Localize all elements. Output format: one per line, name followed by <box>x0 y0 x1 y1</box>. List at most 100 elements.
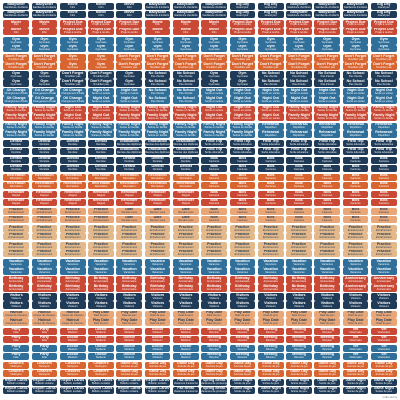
sticker-label: Babysitter <box>7 3 25 7</box>
sticker-sublabel: Gymnase <box>95 40 107 44</box>
sticker-label: Party <box>39 344 49 349</box>
sticker-sublabel: Gymnase <box>208 82 220 86</box>
sticker-sublabel: Factures <box>350 211 361 215</box>
sticker-sublabel: Grand jour <box>264 14 277 18</box>
sticker-label: Vacation <box>121 259 137 263</box>
sticker-label: Dentist <box>66 164 79 169</box>
sticker-sublabel: Anniversaire <box>8 279 24 283</box>
sticker: Anniversary Anniversaire <box>371 276 397 284</box>
sticker-sublabel: N'oubliez pas <box>8 57 24 61</box>
sticker: Play Date Date de jeux <box>173 310 199 318</box>
sticker-label: Visitors <box>66 301 80 305</box>
sticker-sublabel: Changement d'huile <box>61 99 85 103</box>
sticker: Gym Gymnase <box>201 71 227 79</box>
sticker-sublabel: Gymnase <box>123 48 135 52</box>
sticker: Play Date Date de jeux <box>314 318 341 326</box>
sticker-label: Visitors <box>264 301 278 305</box>
sticker-sublabel: Répétition <box>378 126 390 130</box>
sticker: Visitors Visiteurs <box>116 301 143 309</box>
sticker-sublabel: N'oubliez pas <box>36 65 53 69</box>
sticker-sublabel: Coupe de cheveux <box>61 321 84 325</box>
sticker-sublabel: Réunion <box>265 355 276 359</box>
sticker: Graduation Remise des diplômes <box>116 147 143 155</box>
sticker-sublabel: Vacances <box>10 270 22 274</box>
sticker: Birthday Anniversaire <box>286 276 312 284</box>
sticker: Vet Vétérinaire <box>342 327 369 336</box>
sticker-sublabel: Date de jeux <box>121 313 137 317</box>
sticker-sublabel: Bulletin scolaire <box>91 382 111 386</box>
sticker-label: Gym <box>125 79 134 83</box>
sticker-label: No School <box>346 71 365 75</box>
sticker: Visitors Visiteurs <box>59 301 86 309</box>
sticker-sublabel: Médecin <box>180 338 191 342</box>
sticker: Practice Entraînement <box>314 225 341 233</box>
sticker-label: Birthday <box>93 276 109 280</box>
sticker: Practice Entraînement <box>257 232 284 241</box>
sticker-sublabel: Récréation <box>9 177 23 181</box>
sticker-label: Bills <box>266 156 275 161</box>
sticker: Practice Entraînement <box>3 232 29 241</box>
sticker-label: Family Night <box>33 130 56 134</box>
sticker-label: Gym <box>12 79 21 83</box>
sticker: Practice Entraînement <box>116 242 143 250</box>
sticker-sublabel: Sortie éducative <box>204 143 224 147</box>
sticker-sublabel: Entraînement <box>64 253 81 257</box>
sticker-sublabel: Gymnase <box>10 40 22 44</box>
sticker-label: Gym <box>379 45 388 49</box>
sticker-label: Bills <box>266 208 275 212</box>
sticker-sublabel: Entraînement <box>8 211 24 215</box>
sticker-sublabel: Fête <box>13 348 19 352</box>
sticker-sublabel: Rappel <box>153 202 162 206</box>
sticker-sublabel: Entraînement <box>36 236 53 240</box>
sticker-sublabel: Récréation <box>179 185 193 189</box>
sticker: Field Trip Sortie éducative <box>286 147 312 155</box>
sticker: Birthday Anniversaire <box>173 276 199 284</box>
sticker-label: Gym <box>379 37 388 41</box>
sticker-label: No School <box>176 79 195 83</box>
sticker-sublabel: Gymnase <box>350 40 362 44</box>
sticker: Practice Entraînement <box>314 232 341 241</box>
sticker: Bills Factures <box>201 173 227 182</box>
sticker-sublabel: Vacances <box>123 270 135 274</box>
sticker: Gym Gymnase <box>116 79 143 87</box>
sticker-label: Dentist <box>151 156 164 161</box>
sticker-label: Game Night <box>317 386 338 391</box>
sticker-label: Rehearsal <box>290 122 308 127</box>
sticker-label: Practice <box>94 232 108 237</box>
sticker-label: Practice <box>178 242 193 246</box>
sticker-label: Graduation <box>119 139 139 144</box>
sticker-label: Reminder <box>177 190 195 195</box>
sticker-sublabel: Dentiste <box>96 160 106 164</box>
sticker-sublabel: Anniversaire <box>235 279 250 283</box>
sticker-label: Fall Break <box>177 386 195 391</box>
sticker-sublabel: N'oubliez pas <box>347 57 364 61</box>
sticker: Vacation Vacances <box>59 259 86 267</box>
sticker-sublabel: Réunion <box>294 331 304 335</box>
sticker: Dentist Dentiste <box>173 164 199 173</box>
sticker-label: Cleaners <box>93 369 109 374</box>
sticker-sublabel: Vacances <box>265 270 277 274</box>
sticker: Night Out Sortie en soirée <box>342 96 369 104</box>
sticker: Visitors Visiteurs <box>88 293 114 301</box>
sticker-sublabel: N'oubliez pas <box>8 65 24 69</box>
sticker: Reminder Rappel <box>144 190 171 199</box>
sticker-label: Dentist <box>94 147 108 151</box>
sticker-label: Night Out <box>121 88 138 92</box>
sticker: Birthday Anniversaire <box>314 284 341 292</box>
sticker-label: Vacation <box>37 259 52 263</box>
sticker: Gym Gymnase <box>59 54 86 62</box>
sticker-sublabel: Pas d'école <box>150 99 165 103</box>
sticker: Project Due Projet à rendre <box>342 27 369 36</box>
sticker-label: Dentist <box>38 147 51 151</box>
sticker: Bills Factures <box>286 173 312 182</box>
sticker: Night Out Sortie en soirée <box>229 88 256 96</box>
sticker-label: Rehearsal <box>375 130 393 134</box>
sticker-sublabel: Bulletin scolaire <box>35 390 54 394</box>
sticker: Vacation Vacances <box>229 267 256 275</box>
sticker-label: Visitors <box>9 293 23 297</box>
sticker-sublabel: Date de jeux <box>93 321 109 325</box>
sticker-sublabel: Vacances <box>293 262 305 266</box>
sticker: Family Night Soirée en famille <box>59 130 86 138</box>
sticker: Bills Factures <box>314 215 341 224</box>
sticker-label: Oil Change <box>34 88 54 92</box>
